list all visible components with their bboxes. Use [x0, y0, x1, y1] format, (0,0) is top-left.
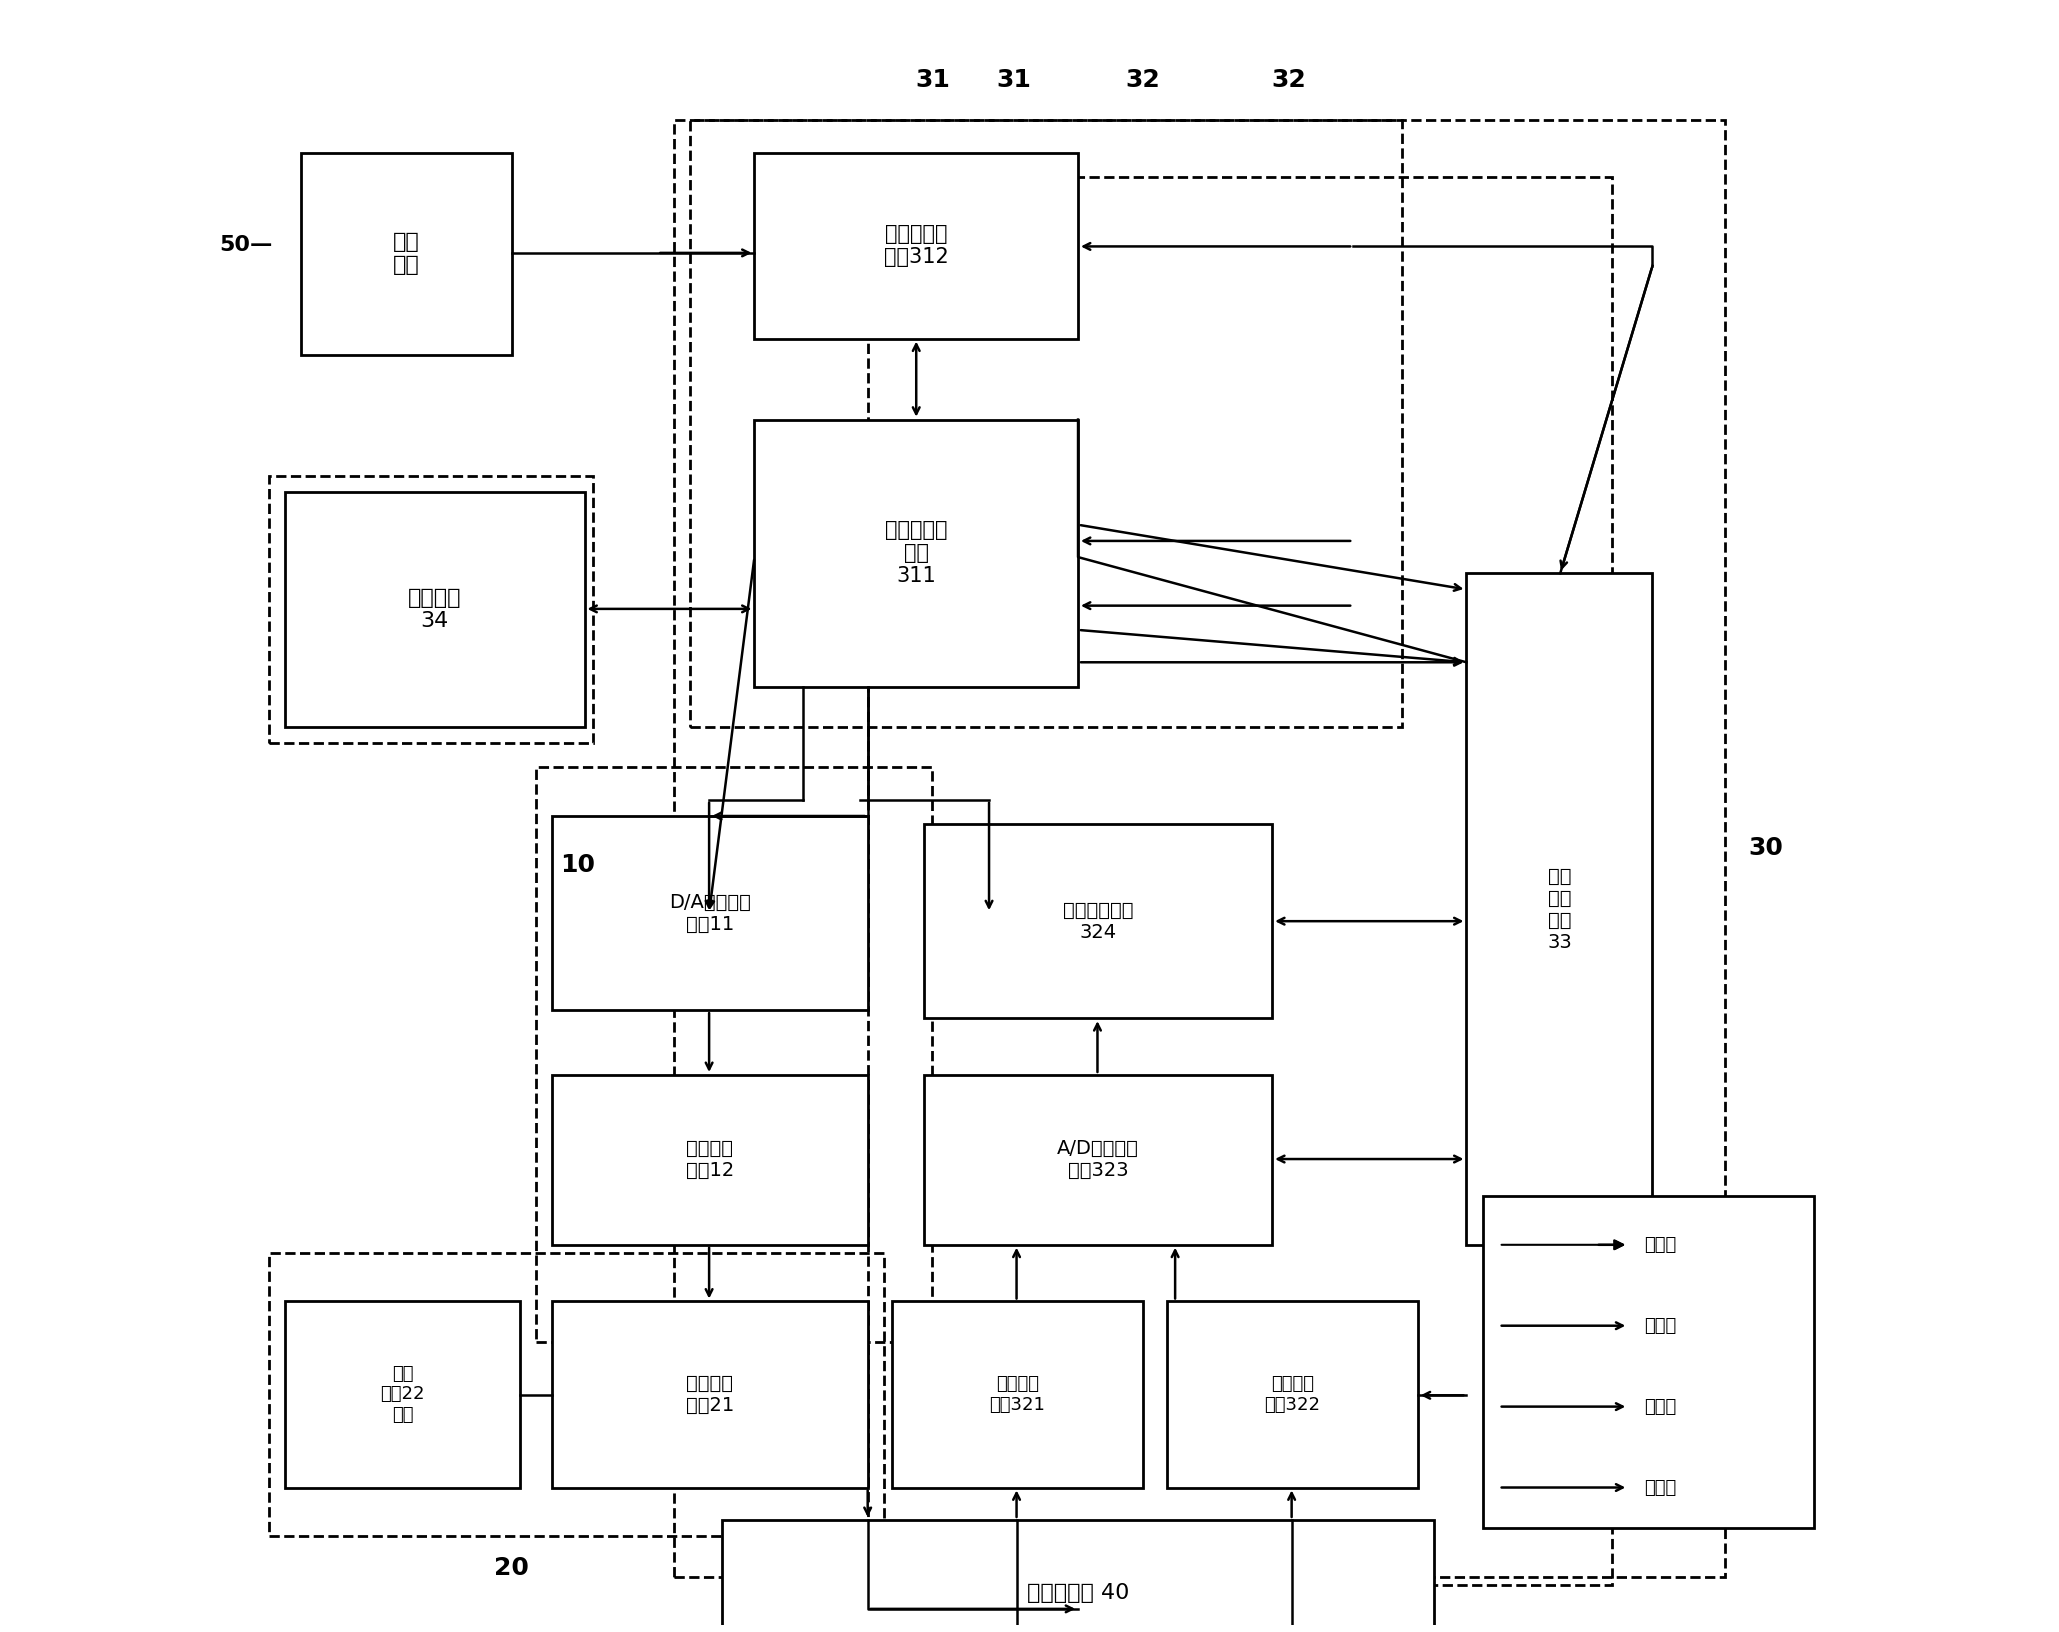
Text: 20: 20: [494, 1557, 529, 1580]
Text: 通讯单元
34: 通讯单元 34: [408, 588, 461, 632]
Text: 30: 30: [1748, 836, 1783, 860]
Text: 信号线: 信号线: [1645, 1397, 1676, 1415]
Bar: [892, 1301, 1143, 1487]
Text: 信号调理
模块321: 信号调理 模块321: [990, 1376, 1046, 1413]
Text: 逻辑
控制
模块
33: 逻辑 控制 模块 33: [1546, 867, 1571, 951]
Text: 32: 32: [1270, 69, 1305, 91]
Bar: [754, 152, 1079, 339]
Bar: [1482, 1196, 1814, 1528]
Bar: [673, 121, 1725, 1577]
Text: 50—: 50—: [218, 235, 272, 255]
Text: 32: 32: [1126, 69, 1159, 91]
Text: 中央处理器
模块
311: 中央处理器 模块 311: [885, 521, 947, 586]
Text: 电源线: 电源线: [1645, 1479, 1676, 1497]
Bar: [1466, 573, 1653, 1245]
Bar: [270, 477, 593, 743]
Bar: [284, 493, 585, 726]
Bar: [1167, 1301, 1419, 1487]
Bar: [867, 176, 1612, 1585]
Text: 31: 31: [914, 69, 949, 91]
Bar: [552, 1301, 867, 1487]
Text: 程序存储器
模块312: 程序存储器 模块312: [883, 224, 949, 268]
Text: 电力变压器 40: 电力变压器 40: [1027, 1583, 1128, 1603]
Bar: [552, 1075, 867, 1245]
Bar: [723, 1519, 1433, 1632]
Text: 31: 31: [997, 69, 1032, 91]
Text: A/D高速采集
模块323: A/D高速采集 模块323: [1058, 1139, 1139, 1180]
Text: 10: 10: [560, 852, 595, 876]
Text: 波形处理
模块12: 波形处理 模块12: [686, 1139, 735, 1180]
Bar: [284, 1301, 519, 1487]
Text: 功率放大
模块21: 功率放大 模块21: [686, 1374, 735, 1415]
Text: D/A波形发生
模块11: D/A波形发生 模块11: [669, 893, 752, 934]
Bar: [924, 824, 1272, 1018]
Bar: [270, 1253, 883, 1536]
Bar: [690, 121, 1402, 726]
Bar: [552, 816, 867, 1010]
Text: 高速缓存模块
324: 高速缓存模块 324: [1062, 901, 1135, 942]
Bar: [754, 419, 1079, 687]
Bar: [535, 767, 933, 1342]
Text: 数据线: 数据线: [1645, 1235, 1676, 1253]
Text: 控制线: 控制线: [1645, 1317, 1676, 1335]
Text: 功率
电源22
系统: 功率 电源22 系统: [381, 1364, 424, 1425]
Text: 信号调理
模块322: 信号调理 模块322: [1264, 1376, 1320, 1413]
Bar: [924, 1075, 1272, 1245]
Text: 电源
系统: 电源 系统: [393, 232, 420, 276]
Bar: [301, 152, 513, 354]
